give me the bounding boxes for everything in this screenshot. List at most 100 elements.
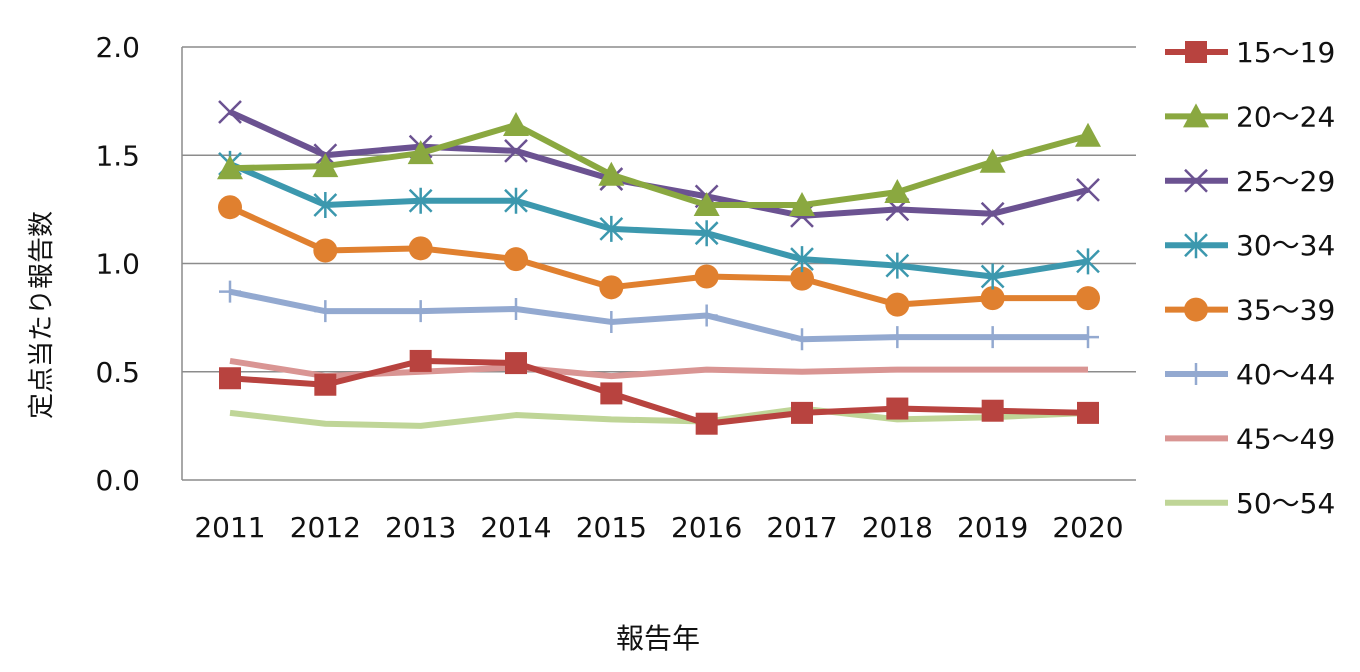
data-point [885, 252, 910, 279]
legend-item: 35～39 [1165, 294, 1335, 327]
data-point [1076, 248, 1100, 275]
data-point [886, 326, 909, 349]
x-axis-ticks: 2011 2012 2013 2014 2015 2016 2017 2018 2019 2020 [194, 511, 1123, 544]
data-point [505, 352, 527, 375]
data-point [218, 100, 242, 124]
y-tick-label: 0.5 [95, 356, 140, 389]
data-point [1075, 122, 1101, 147]
data-point [980, 263, 1005, 290]
series-0 [219, 349, 1099, 435]
x-tick-label: 2017 [766, 511, 837, 544]
x-tick-label: 2012 [290, 511, 361, 544]
legend-item: 20～24 [1165, 100, 1335, 133]
x-tick-label: 2011 [194, 511, 265, 544]
legend-label: 15～19 [1236, 36, 1335, 69]
data-point [314, 373, 337, 396]
data-point [504, 187, 528, 214]
series-4 [218, 195, 1100, 317]
legend-marker [1184, 168, 1208, 193]
data-point [598, 161, 625, 186]
x-tick-label: 2015 [576, 511, 647, 544]
series-line [229, 405, 1089, 429]
data-point [505, 297, 527, 320]
y-tick-label: 1.0 [95, 248, 140, 281]
y-tick-label: 2.0 [95, 31, 140, 64]
x-tick-label: 2014 [480, 511, 551, 544]
y-tick-label: 1.5 [95, 139, 140, 172]
legend-marker [1185, 363, 1207, 385]
data-point [599, 215, 624, 242]
x-tick-label: 2016 [671, 511, 742, 544]
data-point [694, 220, 719, 247]
data-point [504, 139, 528, 163]
data-point [885, 292, 910, 317]
data-point [217, 155, 243, 180]
data-point [886, 397, 909, 420]
y-axis-label: 定点当たり報告数 [27, 211, 57, 419]
data-point [791, 328, 813, 351]
data-point [884, 179, 911, 204]
data-point [600, 382, 623, 405]
data-point [504, 247, 528, 272]
legend-label: 20～24 [1236, 100, 1335, 133]
data-point [313, 238, 338, 263]
series-1 [217, 111, 1101, 217]
series-line [228, 204, 1088, 308]
legend-label: 40～44 [1236, 358, 1335, 391]
legend-item: 25～29 [1165, 165, 1335, 198]
data-point [790, 246, 814, 273]
y-tick-label: 0.0 [95, 464, 140, 497]
legend-label: 35～39 [1236, 294, 1335, 327]
data-point [981, 399, 1004, 422]
data-point [1077, 401, 1099, 424]
data-point [693, 192, 720, 217]
data-point [314, 300, 337, 323]
data-point [695, 304, 718, 327]
data-point [409, 349, 432, 372]
legend-marker [1184, 232, 1208, 259]
x-tick-label: 2019 [957, 511, 1028, 544]
series-line [229, 288, 1088, 343]
data-point [980, 201, 1005, 226]
x-axis-label: 報告年 [616, 622, 700, 655]
data-point [791, 401, 813, 424]
x-tick-label: 2018 [862, 511, 933, 544]
data-point [1077, 326, 1099, 349]
data-point [1076, 286, 1100, 311]
data-point [694, 264, 719, 289]
data-point [790, 266, 814, 291]
data-point [599, 275, 624, 300]
legend-label: 50～54 [1236, 487, 1335, 520]
legend-item: 50～54 [1165, 487, 1335, 520]
series-line [229, 357, 1089, 427]
data-point [408, 236, 433, 261]
legend-marker [1185, 41, 1207, 63]
data-point [219, 280, 241, 303]
data-point [979, 148, 1006, 173]
data-point [600, 310, 623, 333]
legend-item: 15～19 [1165, 36, 1335, 69]
series-7 [229, 405, 1089, 429]
data-point [789, 192, 815, 217]
data-point [408, 187, 433, 214]
x-tick-label: 2020 [1052, 511, 1123, 544]
y-axis-ticks: 0.0 0.5 1.0 1.5 2.0 [95, 31, 140, 497]
legend-label: 30～34 [1236, 229, 1335, 262]
data-point [1076, 178, 1100, 202]
legend-marker [1183, 103, 1209, 128]
legend-item: 30～34 [1165, 229, 1335, 262]
legend-label: 45～49 [1236, 422, 1335, 455]
legend-label: 25～29 [1236, 165, 1335, 198]
data-point [219, 367, 241, 390]
legend-marker [1184, 297, 1208, 322]
data-point [218, 195, 242, 220]
series-group [217, 100, 1101, 435]
legend-item: 45～49 [1165, 422, 1335, 455]
x-tick-label: 2013 [385, 511, 456, 544]
data-point [503, 111, 529, 136]
series-line [228, 161, 1089, 280]
data-point [980, 286, 1005, 311]
data-point [312, 153, 339, 178]
series-5 [219, 280, 1099, 351]
